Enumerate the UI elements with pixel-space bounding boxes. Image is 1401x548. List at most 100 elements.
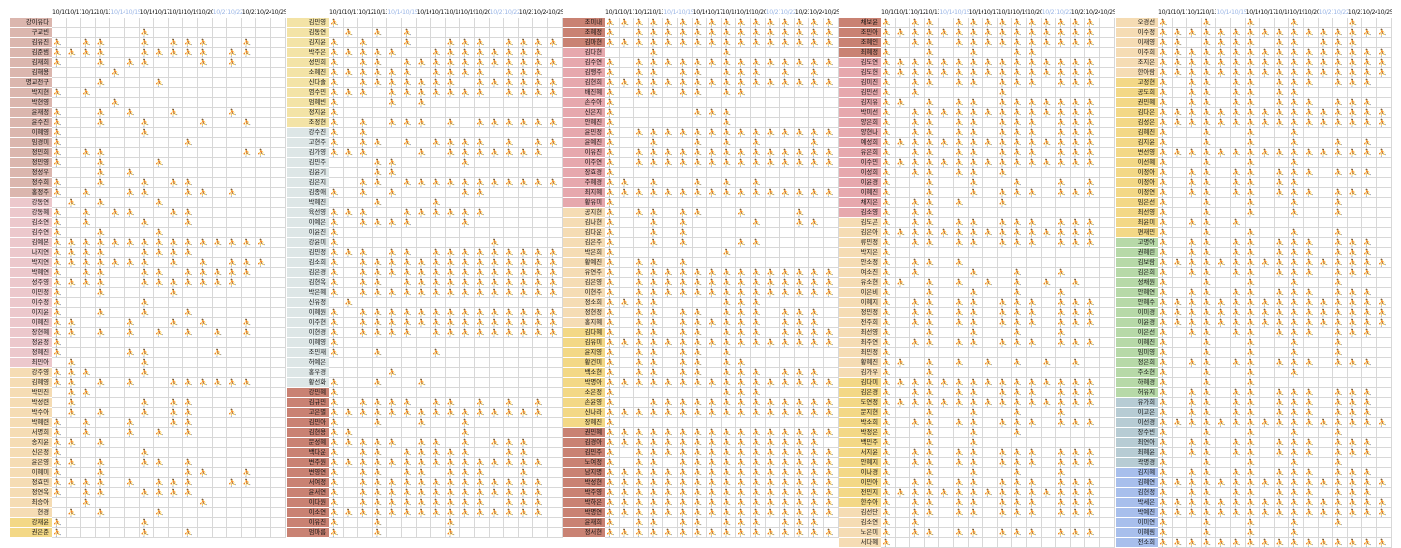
- attendance-cell[interactable]: [373, 108, 388, 118]
- attendance-cell[interactable]: ⛹: [634, 478, 649, 488]
- attendance-cell[interactable]: ⛹: [663, 498, 678, 508]
- member-name[interactable]: 김도헌: [839, 68, 881, 78]
- attendance-cell[interactable]: ⛹: [431, 508, 446, 518]
- attendance-cell[interactable]: [213, 28, 228, 38]
- attendance-cell[interactable]: ⛹: [910, 68, 925, 78]
- attendance-cell[interactable]: [939, 98, 954, 108]
- attendance-cell[interactable]: ⛹: [736, 378, 751, 388]
- attendance-cell[interactable]: [242, 408, 257, 418]
- attendance-cell[interactable]: [939, 148, 954, 158]
- attendance-cell[interactable]: [751, 358, 766, 368]
- attendance-cell[interactable]: ⛹: [983, 108, 998, 118]
- attendance-cell[interactable]: ⛹: [329, 348, 344, 358]
- attendance-cell[interactable]: ⛹: [605, 378, 620, 388]
- member-name[interactable]: 김혜영: [10, 378, 52, 388]
- attendance-cell[interactable]: ⛹: [81, 258, 96, 268]
- attendance-cell[interactable]: ⛹: [780, 498, 795, 508]
- attendance-cell[interactable]: [213, 108, 228, 118]
- attendance-cell[interactable]: [504, 238, 519, 248]
- attendance-cell[interactable]: [722, 198, 737, 208]
- member-name[interactable]: 김가영: [287, 148, 329, 158]
- attendance-cell[interactable]: ⛹: [140, 278, 155, 288]
- member-name[interactable]: 조민재: [287, 348, 329, 358]
- attendance-cell[interactable]: [896, 118, 911, 128]
- attendance-cell[interactable]: ⛹: [140, 368, 155, 378]
- attendance-cell[interactable]: [620, 348, 635, 358]
- attendance-cell[interactable]: ⛹: [983, 28, 998, 38]
- attendance-cell[interactable]: ⛹: [751, 338, 766, 348]
- attendance-cell[interactable]: [373, 338, 388, 348]
- attendance-cell[interactable]: ⛹: [81, 208, 96, 218]
- attendance-cell[interactable]: [271, 348, 286, 358]
- attendance-cell[interactable]: [533, 98, 548, 108]
- member-name[interactable]: 김수연: [563, 58, 605, 68]
- member-name[interactable]: 박주영: [563, 488, 605, 498]
- member-name[interactable]: 김수연: [10, 228, 52, 238]
- attendance-cell[interactable]: ⛹: [722, 388, 737, 398]
- attendance-cell[interactable]: ⛹: [81, 38, 96, 48]
- attendance-cell[interactable]: [198, 158, 213, 168]
- attendance-cell[interactable]: [460, 378, 475, 388]
- attendance-cell[interactable]: ⛹: [678, 478, 693, 488]
- attendance-cell[interactable]: ⛹: [1071, 98, 1086, 108]
- attendance-cell[interactable]: [896, 18, 911, 28]
- attendance-cell[interactable]: ⛹: [402, 468, 417, 478]
- attendance-cell[interactable]: ⛹: [1027, 188, 1042, 198]
- attendance-cell[interactable]: [766, 208, 781, 218]
- attendance-cell[interactable]: [620, 48, 635, 58]
- attendance-cell[interactable]: ⛹: [722, 58, 737, 68]
- attendance-cell[interactable]: ⛹: [605, 108, 620, 118]
- attendance-cell[interactable]: [693, 98, 708, 108]
- attendance-cell[interactable]: ⛹: [460, 488, 475, 498]
- attendance-cell[interactable]: [460, 518, 475, 528]
- attendance-cell[interactable]: [81, 528, 96, 538]
- attendance-cell[interactable]: ⛹: [140, 528, 155, 538]
- attendance-cell[interactable]: ⛹: [402, 398, 417, 408]
- attendance-cell[interactable]: ⛹: [1042, 108, 1057, 118]
- attendance-cell[interactable]: [490, 18, 505, 28]
- attendance-cell[interactable]: [678, 138, 693, 148]
- attendance-cell[interactable]: [620, 158, 635, 168]
- attendance-cell[interactable]: [271, 448, 286, 458]
- attendance-cell[interactable]: [519, 18, 534, 28]
- attendance-cell[interactable]: [824, 518, 839, 528]
- attendance-cell[interactable]: ⛹: [358, 478, 373, 488]
- attendance-cell[interactable]: [81, 68, 96, 78]
- attendance-cell[interactable]: ⛹: [649, 78, 664, 88]
- attendance-cell[interactable]: ⛹: [242, 38, 257, 48]
- member-name[interactable]: 구교빈: [10, 28, 52, 38]
- attendance-cell[interactable]: ⛹: [795, 338, 810, 348]
- attendance-cell[interactable]: [766, 48, 781, 58]
- attendance-cell[interactable]: [548, 438, 563, 448]
- attendance-cell[interactable]: [707, 298, 722, 308]
- attendance-cell[interactable]: [256, 438, 271, 448]
- attendance-cell[interactable]: [256, 98, 271, 108]
- attendance-cell[interactable]: ⛹: [183, 398, 198, 408]
- attendance-cell[interactable]: [446, 348, 461, 358]
- attendance-cell[interactable]: ⛹: [183, 268, 198, 278]
- attendance-cell[interactable]: [678, 198, 693, 208]
- attendance-cell[interactable]: ⛹: [969, 68, 984, 78]
- attendance-cell[interactable]: [373, 148, 388, 158]
- attendance-cell[interactable]: ⛹: [446, 258, 461, 268]
- attendance-cell[interactable]: [154, 138, 169, 148]
- attendance-cell[interactable]: ⛹: [766, 338, 781, 348]
- attendance-cell[interactable]: ⛹: [402, 88, 417, 98]
- attendance-cell[interactable]: [402, 188, 417, 198]
- attendance-cell[interactable]: ⛹: [605, 338, 620, 348]
- attendance-cell[interactable]: ⛹: [460, 178, 475, 188]
- attendance-cell[interactable]: ⛹: [663, 398, 678, 408]
- attendance-cell[interactable]: [81, 28, 96, 38]
- attendance-cell[interactable]: [344, 228, 359, 238]
- attendance-cell[interactable]: [663, 88, 678, 98]
- attendance-cell[interactable]: [707, 208, 722, 218]
- attendance-cell[interactable]: ⛹: [519, 58, 534, 68]
- member-name[interactable]: 유연주: [563, 268, 605, 278]
- member-name[interactable]: 채보윤: [839, 18, 881, 28]
- attendance-cell[interactable]: [504, 428, 519, 438]
- attendance-cell[interactable]: ⛹: [329, 418, 344, 428]
- attendance-cell[interactable]: ⛹: [446, 458, 461, 468]
- attendance-cell[interactable]: ⛹: [634, 338, 649, 348]
- attendance-cell[interactable]: [1071, 48, 1086, 58]
- attendance-cell[interactable]: [67, 288, 82, 298]
